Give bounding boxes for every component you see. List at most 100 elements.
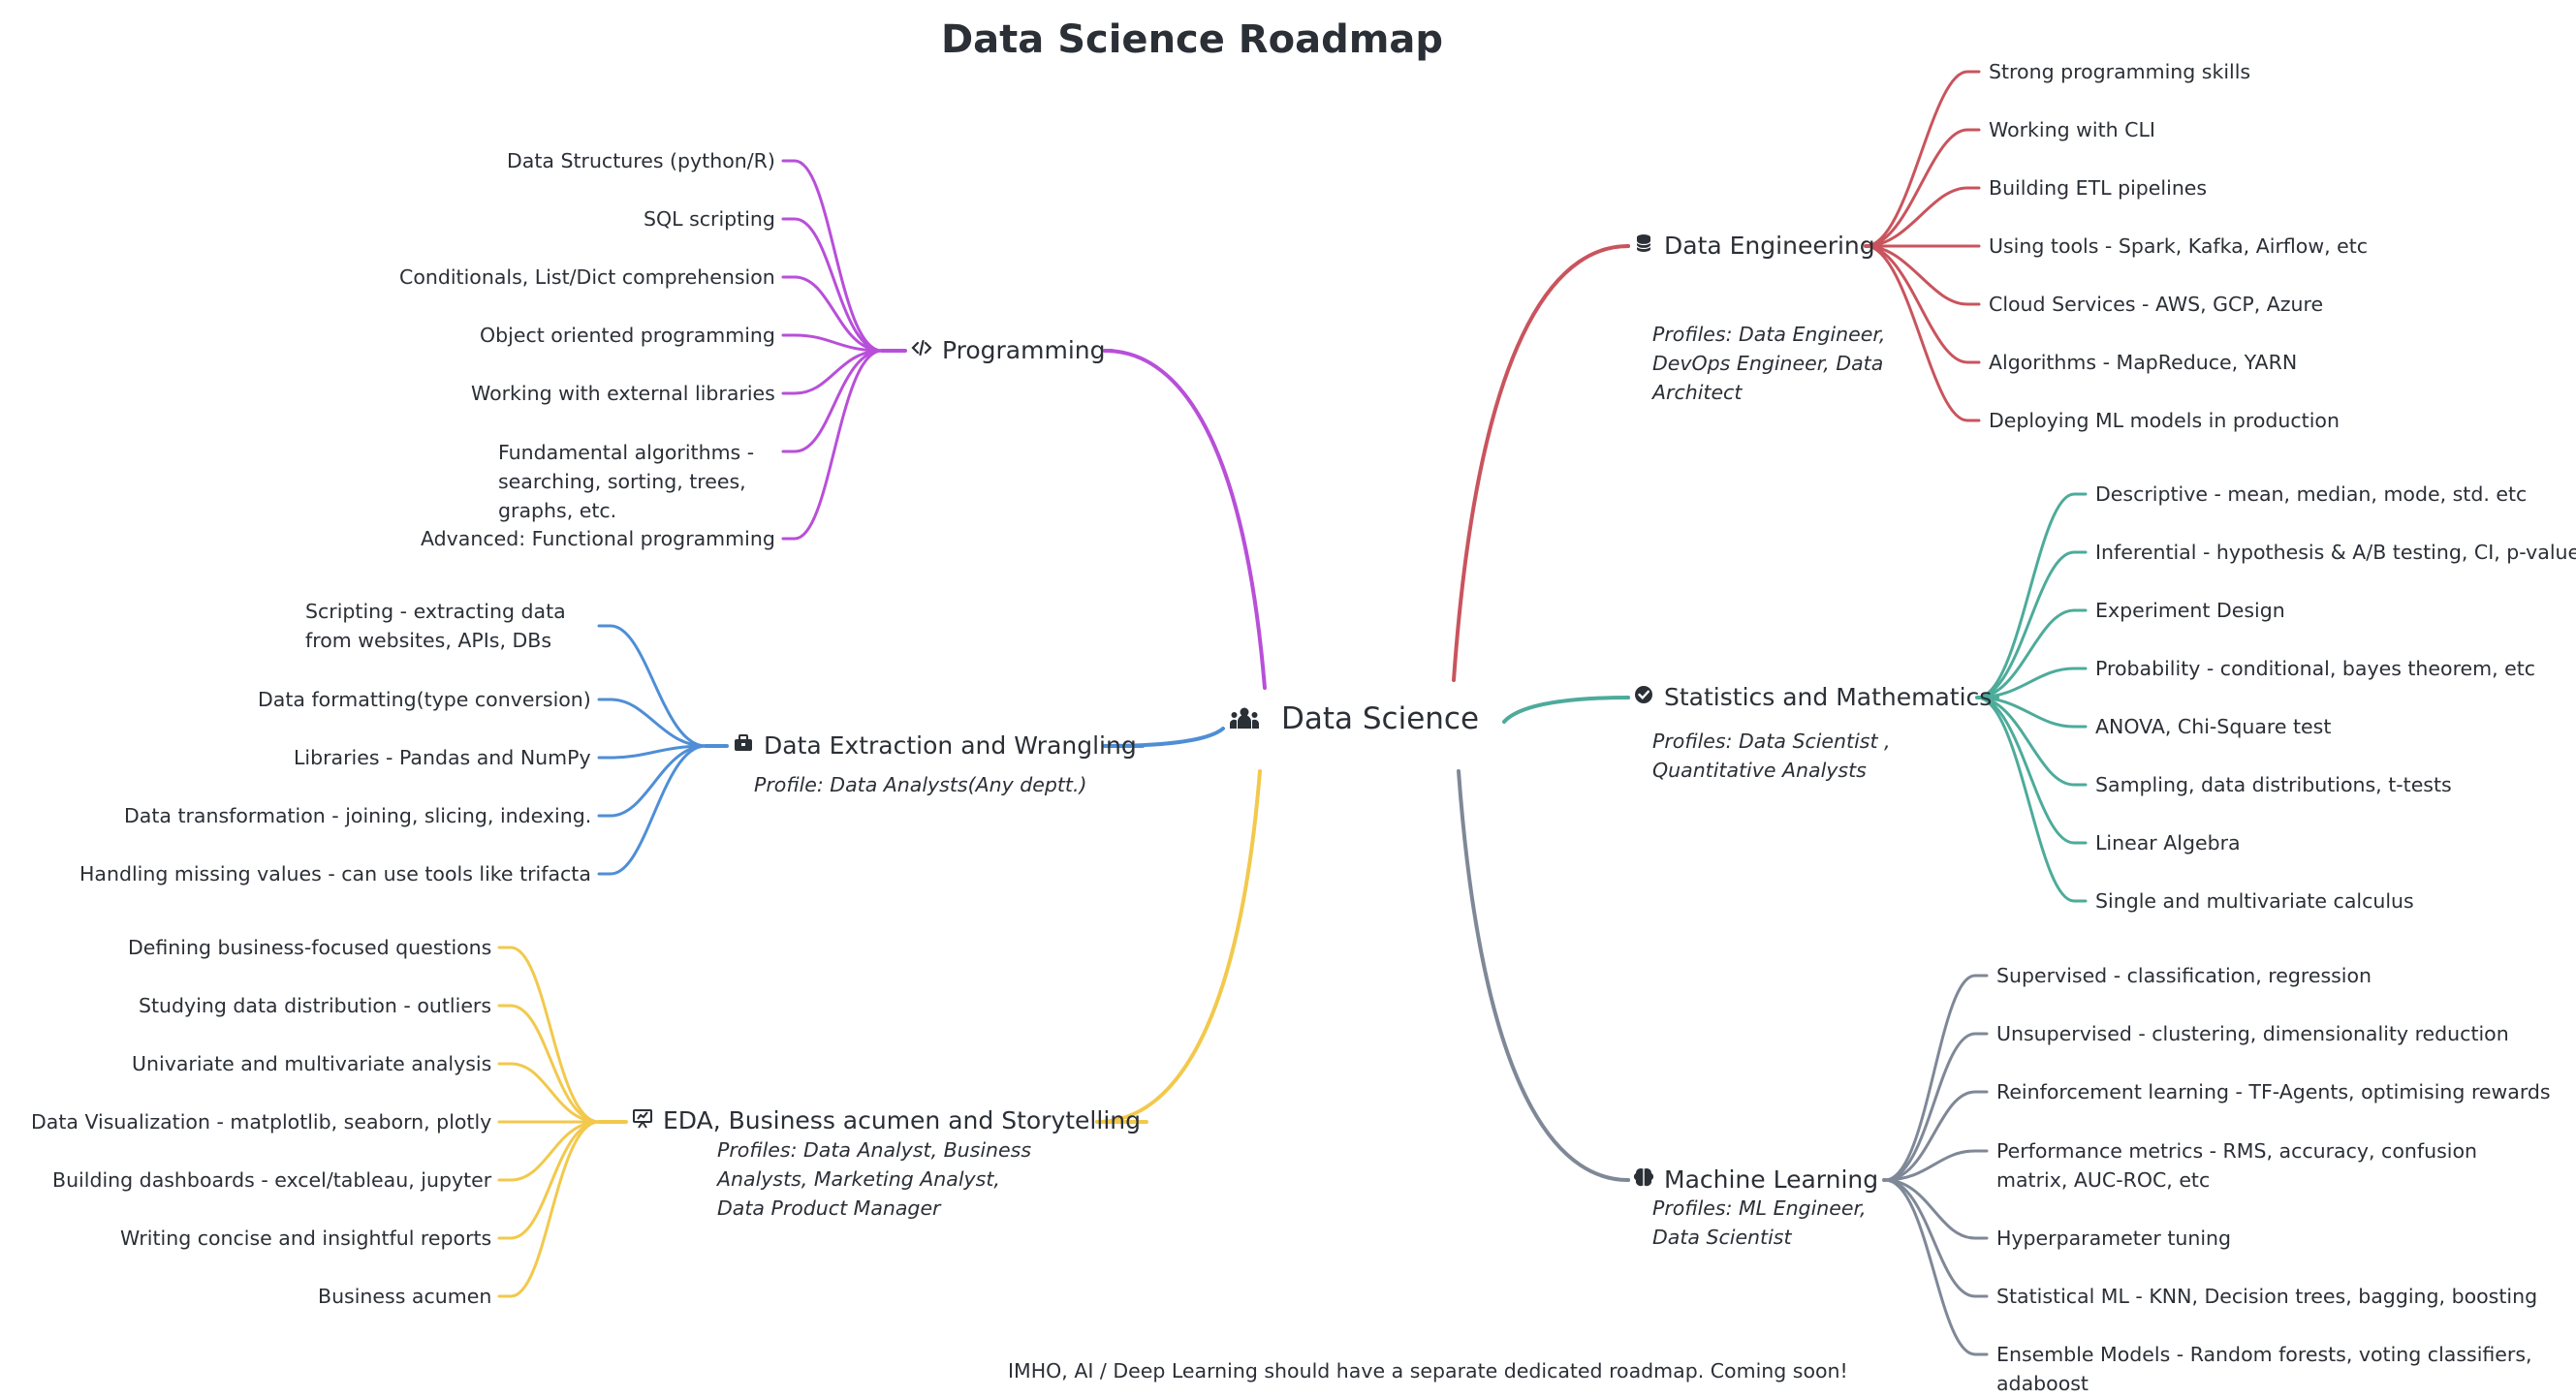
- brain-icon: [1633, 1168, 1654, 1187]
- extraction-item-connector: [597, 744, 707, 818]
- ml-profile: Profiles: ML Engineer, Data Scientist: [1652, 1196, 1867, 1249]
- extraction-item[interactable]: Data formatting(type conversion): [258, 688, 591, 711]
- code-icon: [911, 339, 932, 357]
- branch-statistics[interactable]: Statistics and Mathematics: [1633, 681, 1992, 714]
- extraction-item[interactable]: Libraries - Pandas and NumPy: [294, 746, 591, 769]
- eda-item[interactable]: Business acumen: [318, 1285, 492, 1308]
- ml-item[interactable]: Performance metrics - RMS, accuracy, con…: [1996, 1139, 2477, 1192]
- engineering-item[interactable]: Deploying ML models in production: [1989, 409, 2340, 432]
- statistics-item[interactable]: ANOVA, Chi-Square test: [2095, 715, 2332, 738]
- engineering-item-connector: [1864, 244, 1981, 422]
- engineering-item-connector: [1864, 244, 1981, 306]
- eda-item-connector: [497, 1004, 601, 1124]
- programming-item[interactable]: Data Structures (python/R): [507, 149, 775, 172]
- ml-item-connector: [1883, 1032, 1989, 1182]
- toolbox-icon: [735, 734, 752, 751]
- engineering-item[interactable]: Strong programming skills: [1989, 60, 2251, 83]
- extraction-item-connector: [597, 624, 707, 748]
- statistics-item-connector: [1975, 608, 2088, 699]
- engineering-item[interactable]: Cloud Services - AWS, GCP, Azure: [1989, 293, 2324, 316]
- statistics-item[interactable]: Probability - conditional, bayes theorem…: [2095, 657, 2536, 680]
- ml-item[interactable]: Hyperparameter tuning: [1996, 1227, 2232, 1250]
- branch-programming[interactable]: Programming: [911, 334, 1106, 367]
- eda-item-connector: [497, 1120, 601, 1298]
- programming-item-connector: [781, 333, 884, 353]
- ml-item[interactable]: Unsupervised - clustering, dimensionalit…: [1996, 1022, 2509, 1045]
- root-node[interactable]: Data Science: [1229, 701, 1479, 736]
- brain-icon-wrap: [1633, 1164, 1654, 1196]
- engineering-item[interactable]: Working with CLI: [1989, 118, 2155, 141]
- trunk-statistics: [1502, 696, 1630, 724]
- footer-note: IMHO, AI / Deep Learning should have a s…: [1008, 1359, 1848, 1382]
- programming-item[interactable]: Working with external libraries: [471, 382, 775, 405]
- ml-item[interactable]: Supervised - classification, regression: [1996, 964, 2372, 987]
- eda-item[interactable]: Defining business-focused questions: [128, 936, 492, 959]
- eda-item-connector: [497, 946, 601, 1124]
- statistics-item-connector: [1975, 696, 2088, 729]
- statistics-item-connector: [1975, 667, 2088, 699]
- extraction-item[interactable]: Handling missing values - can use tools …: [79, 862, 591, 885]
- extraction-profile: Profile: Data Analysts(Any deptt.): [754, 773, 1087, 796]
- extraction-item[interactable]: Data transformation - joining, slicing, …: [124, 804, 592, 827]
- ml-item[interactable]: Reinforcement learning - TF-Agents, opti…: [1996, 1080, 2551, 1103]
- code-icon-wrap: [911, 334, 932, 367]
- extraction-item[interactable]: Scripting - extracting data from website…: [305, 600, 566, 652]
- statistics-item[interactable]: Descriptive - mean, median, mode, std. e…: [2095, 482, 2528, 506]
- ml-item-connector: [1883, 1090, 1989, 1182]
- programming-item-connector: [781, 349, 884, 541]
- statistics-item[interactable]: Inferential - hypothesis & A/B testing, …: [2095, 541, 2576, 564]
- presentation-chart-icon: [633, 1109, 652, 1129]
- statistics-item-connector: [1975, 550, 2088, 699]
- eda-item[interactable]: Data Visualization - matplotlib, seaborn…: [31, 1110, 492, 1134]
- statistics-item[interactable]: Linear Algebra: [2095, 831, 2241, 854]
- programming-item[interactable]: Conditionals, List/Dict comprehension: [399, 265, 775, 289]
- toolbox-icon-wrap: [733, 730, 754, 762]
- engineering-item-connector: [1864, 244, 1981, 364]
- trunk-engineering: [1452, 244, 1630, 682]
- branch-engineering[interactable]: Data Engineering: [1633, 230, 1875, 263]
- engineering-item-connector: [1864, 128, 1981, 248]
- branch-extraction[interactable]: Data Extraction and Wrangling: [733, 730, 1137, 762]
- statistics-item[interactable]: Single and multivariate calculus: [2095, 889, 2414, 913]
- programming-item-connector: [781, 159, 884, 353]
- eda-item-connector: [497, 1120, 601, 1182]
- branch-ml[interactable]: Machine Learning: [1633, 1164, 1878, 1196]
- branch-statistics-label: Statistics and Mathematics: [1664, 683, 1993, 711]
- engineering-item[interactable]: Algorithms - MapReduce, YARN: [1989, 351, 2298, 374]
- check-circle-icon: [1635, 686, 1652, 703]
- statistics-item-connector: [1975, 696, 2088, 787]
- engineering-item[interactable]: Building ETL pipelines: [1989, 176, 2208, 200]
- eda-item[interactable]: Writing concise and insightful reports: [120, 1227, 492, 1250]
- statistics-item-connector: [1975, 696, 2088, 845]
- programming-item-connector: [781, 349, 884, 453]
- ml-item-connector: [1883, 1149, 1989, 1182]
- trunk-ml: [1457, 769, 1630, 1182]
- branch-eda[interactable]: EDA, Business acumen and Storytelling: [632, 1104, 1141, 1137]
- statistics-item-connector: [1975, 492, 2088, 699]
- statistics-item[interactable]: Experiment Design: [2095, 599, 2285, 622]
- trunk-eda: [1095, 769, 1262, 1124]
- eda-profile: Profiles: Data Analyst, Business Analyst…: [717, 1138, 1032, 1220]
- branch-ml-label: Machine Learning: [1664, 1165, 1879, 1194]
- root-label: Data Science: [1281, 701, 1480, 736]
- programming-item[interactable]: Advanced: Functional programming: [421, 527, 775, 550]
- engineering-item[interactable]: Using tools - Spark, Kafka, Airflow, etc: [1989, 234, 2369, 258]
- programming-item[interactable]: SQL scripting: [644, 207, 775, 231]
- programming-item[interactable]: Object oriented programming: [480, 324, 775, 347]
- check-circle-icon-wrap: [1633, 681, 1654, 714]
- ml-item-connector: [1883, 1178, 1989, 1356]
- ml-item-connector: [1883, 1178, 1989, 1240]
- programming-item[interactable]: Fundamental algorithms - searching, sort…: [498, 441, 755, 522]
- eda-item[interactable]: Univariate and multivariate analysis: [132, 1052, 492, 1075]
- eda-item-connector: [497, 1120, 601, 1240]
- programming-item-connector: [781, 275, 884, 353]
- branch-extraction-label: Data Extraction and Wrangling: [764, 731, 1137, 760]
- eda-item[interactable]: Building dashboards - excel/tableau, jup…: [52, 1168, 492, 1192]
- ml-item[interactable]: Statistical ML - KNN, Decision trees, ba…: [1996, 1285, 2538, 1308]
- statistics-item[interactable]: Sampling, data distributions, t-tests: [2095, 773, 2452, 796]
- branch-programming-label: Programming: [942, 336, 1106, 364]
- ml-item[interactable]: Ensemble Models - Random forests, voting…: [1996, 1343, 2532, 1395]
- eda-item[interactable]: Studying data distribution - outliers: [139, 994, 492, 1017]
- extraction-item-connector: [597, 744, 707, 876]
